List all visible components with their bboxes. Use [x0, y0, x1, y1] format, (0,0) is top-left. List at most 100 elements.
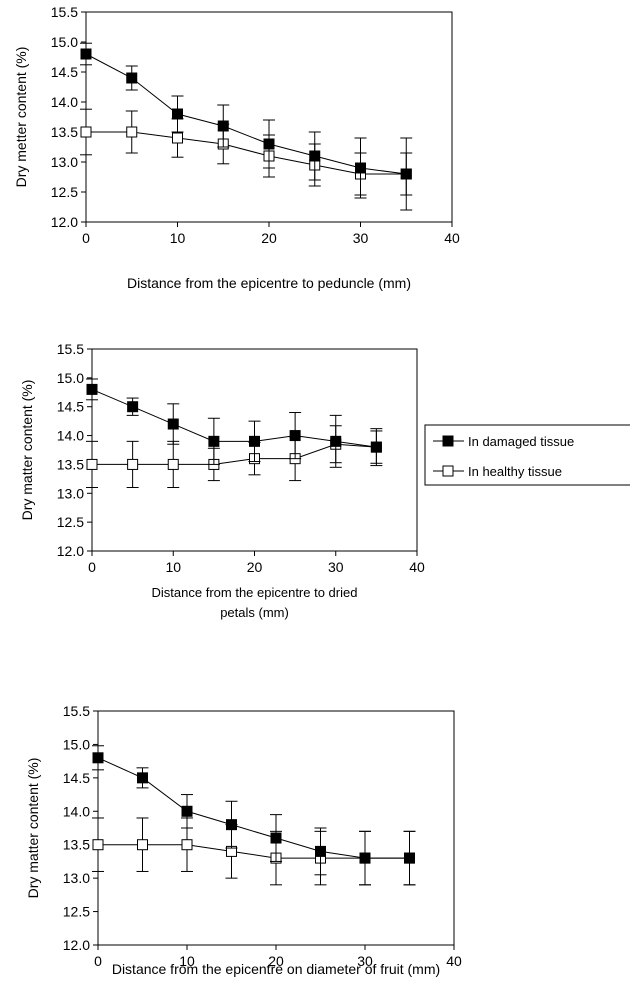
x-tick-label: 0 [82, 230, 90, 246]
x-tick-label: 20 [247, 559, 263, 575]
y-tick-label: 14.0 [57, 428, 84, 444]
legend: In damaged tissue In healthy tissue [424, 424, 630, 486]
series-healthy [80, 108, 413, 196]
y-tick-label: 15.0 [51, 34, 78, 50]
data-point-open [172, 132, 183, 144]
y-axis-label: Dry matter content (%) [19, 380, 35, 521]
y-tick-label: 14.0 [51, 94, 78, 110]
y-axis-label: Dry matter content (%) [25, 758, 41, 899]
x-tick-label: 30 [353, 230, 369, 246]
x-tick-label: 20 [268, 953, 284, 969]
series-line [85, 53, 407, 175]
data-point-filled [217, 120, 229, 132]
x-tick-label: 0 [88, 559, 96, 575]
y-tick-label: 15.0 [63, 736, 90, 752]
data-point-open [86, 458, 98, 470]
legend-entry-damaged: In damaged tissue [433, 434, 574, 449]
x-axis-label-line: petals (mm) [220, 605, 289, 620]
y-tick-label: 13.5 [57, 456, 84, 472]
data-point-filled [181, 805, 193, 817]
y-tick-label: 14.0 [63, 803, 90, 819]
y-tick-label: 14.5 [51, 64, 78, 80]
y-axis-label: Dry metter content (%) [13, 47, 29, 188]
data-point-filled [208, 435, 220, 447]
legend-entry-healthy: In healthy tissue [433, 464, 562, 479]
data-point-filled [126, 72, 138, 84]
x-tick-label: 10 [179, 953, 195, 969]
x-tick-label: 30 [357, 953, 373, 969]
y-tick-label: 15.5 [63, 703, 90, 719]
data-point-filled [226, 819, 237, 831]
data-point-filled [172, 108, 183, 120]
chart-1: 12.0 12.5 13.0 13.5 14.0 14.5 15.0 15.5 0 10 20 30 4… [13, 4, 460, 291]
y-tick-label: 13.5 [51, 124, 78, 140]
data-point-filled [309, 150, 321, 162]
y-tick-label: 12.0 [57, 543, 84, 559]
y-tick-label: 14.5 [63, 770, 90, 786]
chart-2: 12.0 12.5 13.0 13.5 14.0 14.5 15.0 15.5 0 10 20 30 4… [19, 341, 425, 620]
data-point-filled [92, 752, 104, 764]
series-line [92, 443, 377, 465]
x-axis-label: Distance from the epicentre on diameter … [112, 961, 440, 977]
data-point-filled [263, 138, 275, 150]
data-point-open [80, 126, 92, 138]
series-damaged [80, 42, 413, 211]
data-point-filled [167, 418, 179, 430]
y-tick-label: 13.5 [63, 837, 90, 853]
y-tick-label: 12.5 [51, 184, 78, 200]
x-tick-label: 40 [444, 230, 460, 246]
y-tick-label: 12.5 [63, 904, 90, 920]
series-line [97, 757, 410, 859]
x-tick-label: 20 [261, 230, 277, 246]
legend-frame [424, 424, 630, 486]
data-point-open [92, 839, 104, 851]
data-point-open [127, 458, 139, 470]
series-damaged [86, 378, 383, 468]
data-point-filled [137, 772, 148, 784]
data-point-filled [404, 852, 415, 864]
x-axis-label: Distance from the epicentre to peduncle … [127, 275, 411, 291]
data-point-filled [80, 48, 92, 60]
y-tick-label: 13.0 [57, 485, 84, 501]
x-axis-label-line: Distance from the epicentre to dried [152, 585, 358, 600]
x-axis-label: Distance from the epicentre to dried peta… [152, 585, 358, 620]
y-tick-label: 15.5 [57, 341, 84, 357]
data-point-open [137, 839, 148, 851]
legend-label-healthy: In healthy tissue [468, 464, 562, 479]
y-tick-label: 15.0 [57, 370, 84, 386]
data-point-filled [86, 383, 98, 395]
y-tick-label: 12.5 [57, 514, 84, 530]
data-point-open [126, 126, 138, 138]
data-point-filled [270, 832, 282, 844]
y-tick-label: 15.5 [51, 4, 78, 20]
chart-3: 12.0 12.5 13.0 13.5 14.0 14.5 15.0 15.5 0 10 20 30 4… [25, 703, 462, 977]
series-damaged [92, 745, 416, 886]
series-line [98, 844, 410, 859]
x-tick-label: 0 [94, 953, 102, 969]
series-line [86, 131, 407, 175]
y-tick-label: 13.0 [63, 870, 90, 886]
data-point-open [181, 839, 193, 851]
legend-marker-open-square [442, 465, 454, 477]
data-point-filled [400, 168, 412, 180]
series-healthy [92, 817, 416, 886]
data-point-filled [370, 441, 382, 453]
y-tick-label: 14.5 [57, 399, 84, 415]
x-tick-label: 40 [446, 953, 462, 969]
legend-label-damaged: In damaged tissue [468, 434, 574, 449]
charts-container: 12.0 12.5 13.0 13.5 14.0 14.5 15.0 15.5 0 10 20 30 4… [13, 4, 462, 977]
data-point-filled [127, 401, 139, 413]
data-point-open [167, 458, 179, 470]
x-tick-label: 10 [170, 230, 186, 246]
data-point-filled [330, 435, 342, 447]
data-point-filled [359, 852, 371, 864]
data-point-filled [315, 845, 326, 857]
y-tick-label: 12.0 [51, 214, 78, 230]
x-tick-label: 40 [409, 559, 425, 575]
data-point-filled [289, 430, 301, 442]
x-tick-label: 30 [328, 559, 344, 575]
x-tick-label: 10 [165, 559, 181, 575]
y-tick-label: 12.0 [63, 937, 90, 953]
plot-area [85, 11, 453, 223]
